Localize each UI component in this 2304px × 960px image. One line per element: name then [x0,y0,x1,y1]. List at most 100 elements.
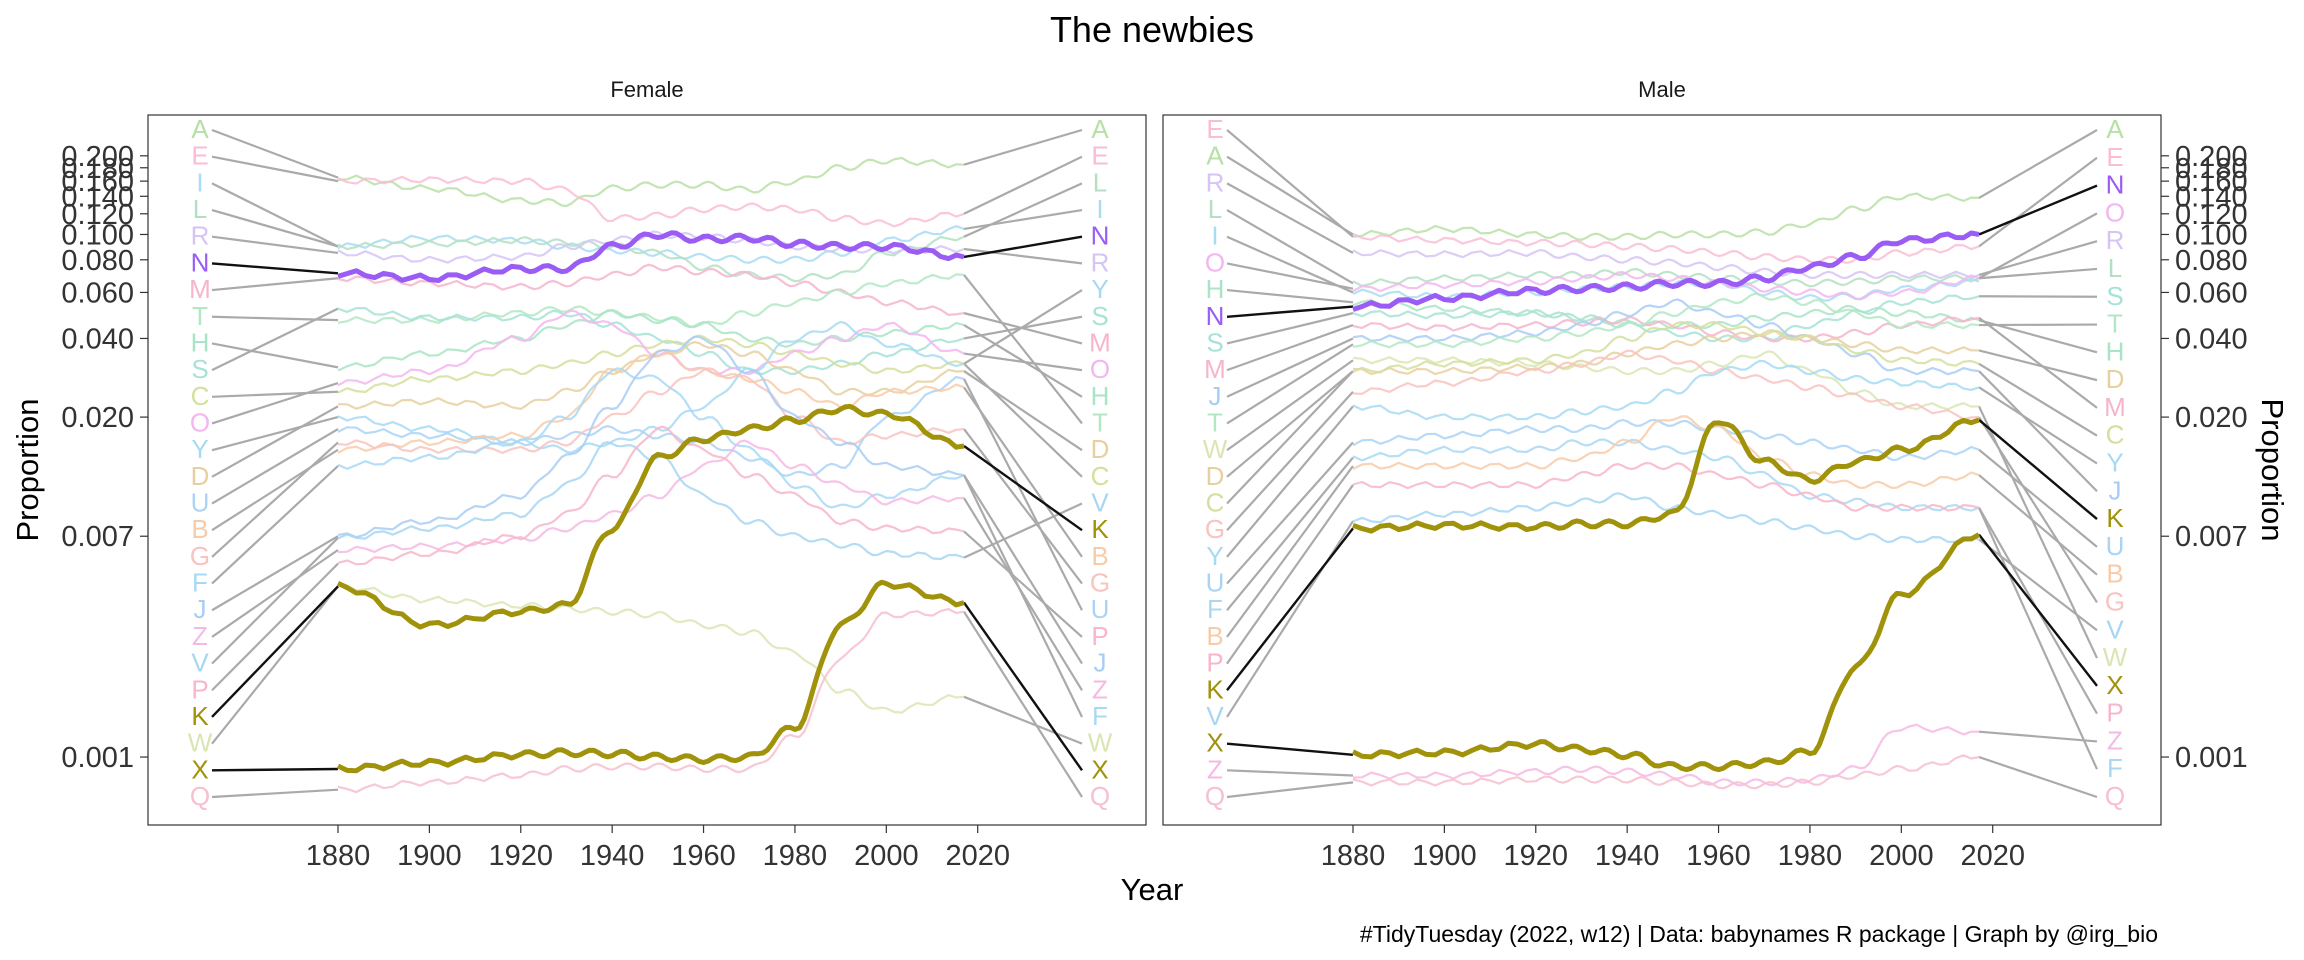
female-connector-left-d [211,405,339,478]
male-left-label-g: G [1205,514,1225,544]
female-x-tick-label-2000: 2000 [854,840,919,872]
female-left-label-m: M [189,274,211,304]
male-right-label-p: P [2106,698,2123,728]
female-series-j [337,335,965,539]
male-right-label-u: U [2106,531,2125,561]
male-connector-left-l [1226,209,1354,285]
male-connector-right-c [1978,362,2098,437]
right-y-tick-label-0.160: 0.160 [2175,166,2248,198]
female-right-label-t: T [1092,407,1108,437]
male-right-label-m: M [2104,392,2126,422]
female-connector-left-m [211,277,339,292]
male-series-b [1352,415,1980,489]
male-connector-left-e [1226,129,1354,238]
female-series-t [337,273,965,329]
female-right-label-u: U [1091,594,1110,624]
female-connector-right-y [963,289,1083,365]
female-panel-frame [147,114,1147,826]
female-connector-left-g [211,441,339,558]
female-connector-right-k [963,445,1083,532]
male-connector-left-t [1226,343,1354,425]
male-connector-right-b [1978,474,2098,576]
female-right-label-g: G [1090,568,1110,598]
y-axis-title-right: Proportion [2255,398,2290,541]
male-left-label-z: Z [1207,754,1223,784]
right-y-tick-label-0.080: 0.080 [2175,245,2248,277]
right-y-tick-label-0.007: 0.007 [2175,521,2248,553]
female-connector-left-q [211,788,339,799]
female-right-label-h: H [1091,381,1110,411]
male-connector-right-v [1978,538,2098,632]
male-connector-right-x [1978,533,2098,687]
male-connector-left-s [1226,312,1354,345]
female-connector-right-q [963,611,1083,798]
male-connector-left-y [1226,405,1354,558]
female-right-label-v: V [1091,488,1109,518]
male-connector-right-f [1977,507,2099,770]
right-y-tick-label-0.001: 0.001 [2175,742,2248,774]
male-right-label-e: E [2106,142,2123,172]
right-y-tick-label-0.020: 0.020 [2175,402,2248,434]
female-connector-right-l [963,182,1083,238]
male-connector-right-z [1978,730,2098,743]
female-connector-right-r [963,247,1083,265]
left-y-tick-label-0.160: 0.160 [61,166,134,198]
male-plot-area: EARLIOHNSMJTWDCGYUFBPKVXZQAENORLSTHDMCYJ… [1203,114,2128,811]
female-left-label-y: Y [191,434,208,464]
female-connector-right-d [963,370,1083,452]
female-series-d [337,341,965,410]
left-y-tick-label-0.007: 0.007 [61,521,134,553]
male-connector-right-l [1978,267,2098,280]
male-series-v [1352,492,1980,544]
right-y-tick-label-0.100: 0.100 [2175,219,2248,251]
male-connector-left-p [1226,484,1354,665]
male-right-label-l: L [2108,253,2122,283]
female-connector-right-x [963,601,1083,772]
female-connector-right-j [963,474,1083,665]
left-y-tick-label-0.100: 0.100 [61,219,134,251]
male-left-label-o: O [1205,247,1225,277]
male-connector-right-q [1978,755,2098,799]
left-y-tick-label-0.200: 0.200 [61,141,134,173]
female-connector-left-r [211,235,339,255]
male-series-f [1352,438,1980,512]
male-series-u [1352,418,1980,461]
male-left-label-k: K [1206,674,1224,704]
male-connector-left-b [1226,465,1354,638]
female-series-x [336,579,965,774]
female-connector-left-h [211,342,339,369]
male-connector-right-t [1978,323,2098,327]
male-series-c [1352,320,1980,374]
left-y-tick-label-0.140: 0.140 [61,181,134,213]
female-right-label-j: J [1094,648,1107,678]
male-right-label-q: Q [2105,781,2125,811]
male-x-tick-label-2000: 2000 [1869,840,1934,872]
female-left-label-o: O [190,407,210,437]
female-series-s [337,307,965,375]
male-left-label-h: H [1206,274,1225,304]
female-connector-right-z [963,497,1083,691]
male-series-e [1352,232,1980,264]
male-connector-left-n [1226,305,1354,318]
male-right-label-o: O [2105,197,2125,227]
male-right-label-f: F [2107,753,2123,783]
female-series-p [337,425,965,566]
male-right-label-d: D [2106,364,2125,394]
male-right-label-x: X [2106,670,2123,700]
female-left-label-b: B [191,514,208,544]
female-series-y [337,320,965,454]
female-x-axis: 1880 1900 1920 1940 1960 1980 2000 2020 [306,825,1010,872]
female-connector-right-o [963,352,1083,372]
male-connector-left-j [1226,337,1354,398]
male-connector-left-z [1226,769,1354,777]
male-x-tick-label-1880: 1880 [1321,840,1386,872]
female-right-label-y: Y [1091,274,1108,304]
male-connector-left-o [1226,262,1354,290]
female-right-label-q: Q [1090,781,1110,811]
female-connector-left-k [211,585,339,718]
male-right-label-s: S [2106,281,2123,311]
male-left-label-l: L [1208,194,1222,224]
male-left-label-n: N [1206,301,1225,331]
male-connector-left-u [1226,441,1354,585]
